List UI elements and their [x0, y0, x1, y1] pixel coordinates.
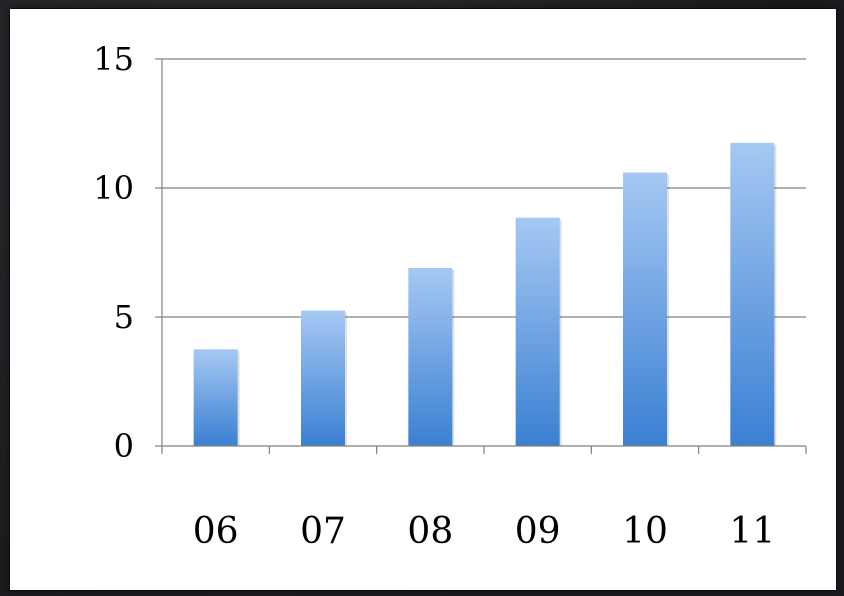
axes [155, 58, 807, 454]
chart-panel: 0 5 10 15 06 07 08 09 10 11 [10, 9, 836, 590]
bar-08 [408, 267, 453, 446]
bar-10 [622, 172, 668, 446]
bar-09 [515, 217, 560, 446]
x-tick-label: 06 [193, 511, 239, 552]
x-tick-label: 07 [300, 511, 346, 552]
y-tick-label: 5 [114, 298, 134, 336]
bar-07 [300, 310, 346, 446]
x-tick-label: 11 [729, 511, 775, 552]
y-tick-label: 15 [93, 40, 134, 78]
bar-chart: 0 5 10 15 06 07 08 09 10 11 [93, 40, 807, 552]
x-tick-label: 08 [407, 511, 453, 552]
x-tick-label: 10 [622, 511, 668, 552]
y-tick-label: 10 [93, 169, 134, 207]
gridlines [162, 58, 806, 318]
bar-11 [730, 142, 775, 446]
bar-06 [193, 349, 238, 446]
y-tick-label: 0 [114, 427, 134, 465]
bars [193, 142, 777, 446]
x-tick-label: 09 [515, 511, 561, 552]
tick-labels: 0 5 10 15 06 07 08 09 10 11 [93, 40, 775, 552]
